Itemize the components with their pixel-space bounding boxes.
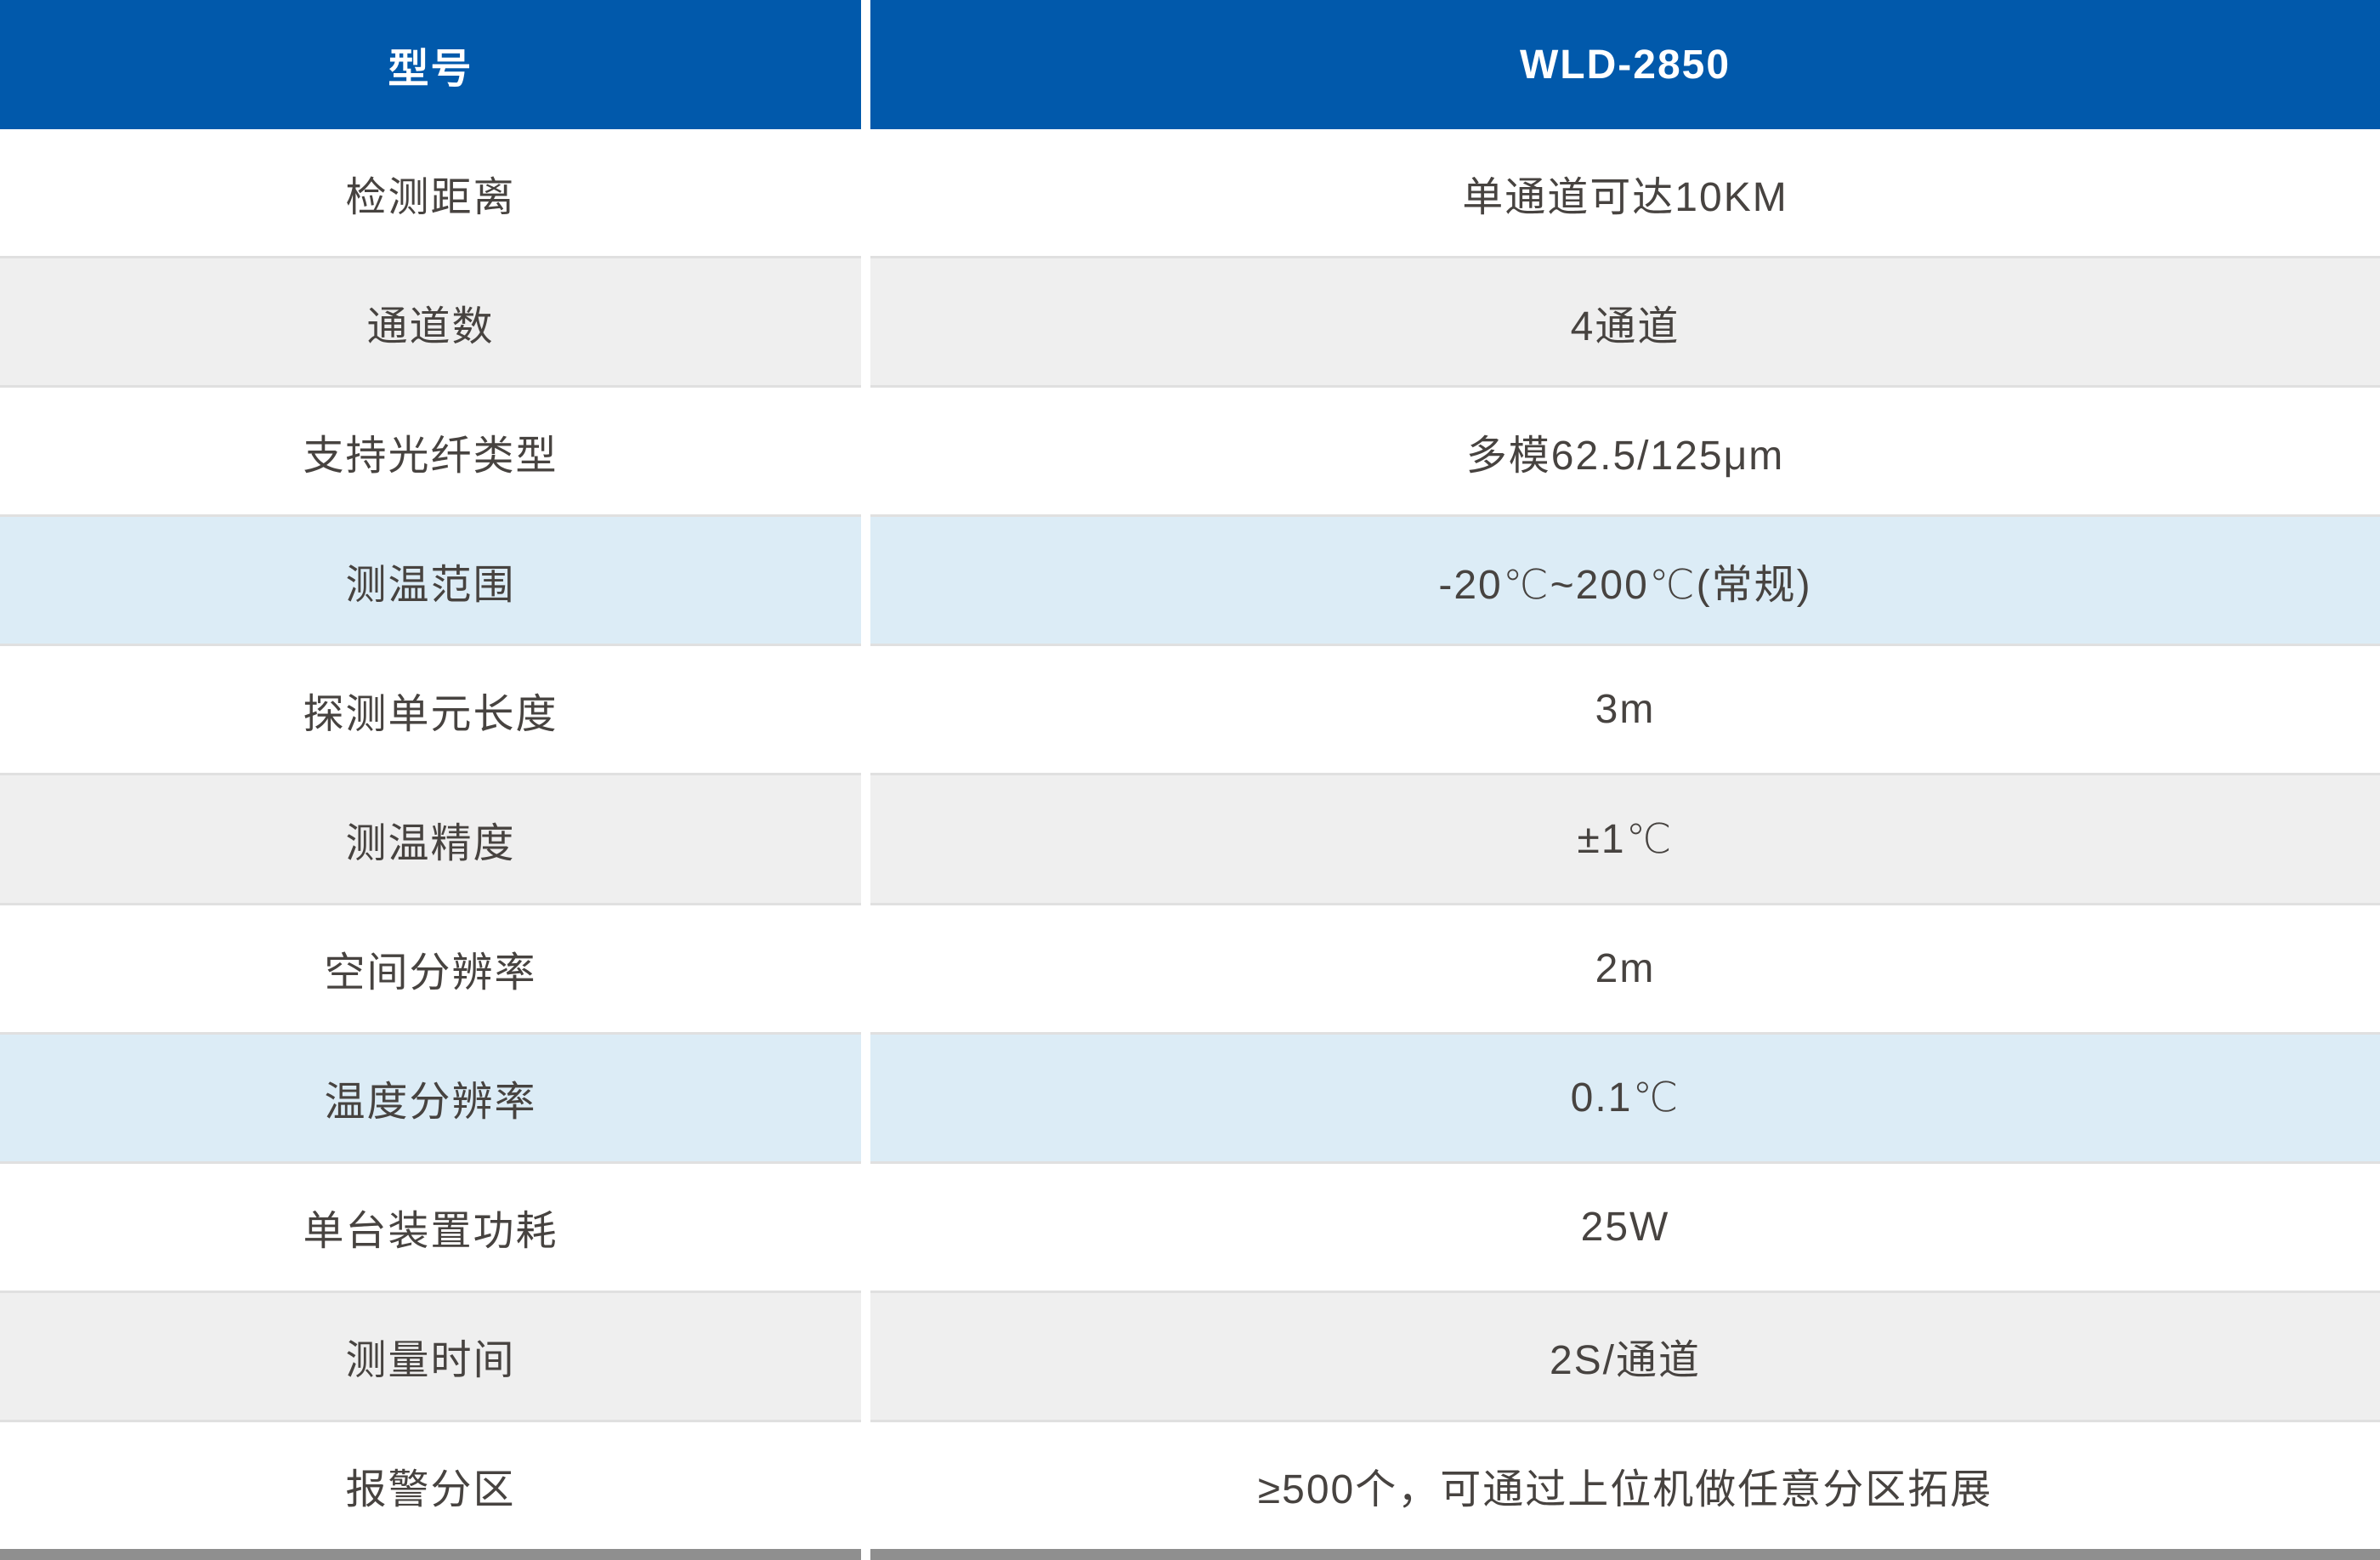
row-label: 支持光纤类型	[0, 385, 861, 515]
row-label: 检测距离	[0, 129, 861, 257]
table-row: 测温精度 ±1℃	[0, 773, 2380, 903]
table-header-row: 型号 WLD-2850	[0, 0, 2380, 129]
table-row: 报警分区 ≥500个，可通过上位机做任意分区拓展	[0, 1419, 2380, 1550]
row-label: 测温精度	[0, 773, 861, 903]
row-label: 测量时间	[0, 1290, 861, 1420]
row-value: -20℃~200℃(常规)	[870, 514, 2380, 644]
row-value: 4通道	[870, 256, 2380, 386]
table-row: 温度分辨率 0.1℃	[0, 1031, 2380, 1161]
bottom-accent-bar	[0, 1549, 2380, 1560]
row-value: 多模62.5/125μm	[870, 385, 2380, 515]
table-row: 支持光纤类型 多模62.5/125μm	[0, 385, 2380, 515]
row-label: 报警分区	[0, 1419, 861, 1550]
row-label: 通道数	[0, 256, 861, 386]
row-value: 25W	[870, 1160, 2380, 1291]
row-label: 探测单元长度	[0, 644, 861, 774]
table-row: 探测单元长度 3m	[0, 644, 2380, 774]
table-row: 检测距离 单通道可达10KM	[0, 129, 2380, 257]
row-label: 测温范围	[0, 514, 861, 644]
row-label: 空间分辨率	[0, 902, 861, 1032]
row-label: 单台装置功耗	[0, 1160, 861, 1291]
row-value: 单通道可达10KM	[870, 129, 2380, 257]
row-value: 2S/通道	[870, 1290, 2380, 1420]
bottom-bar-right-segment	[870, 1549, 2380, 1560]
row-value: ≥500个，可通过上位机做任意分区拓展	[870, 1419, 2380, 1550]
row-value: ±1℃	[870, 773, 2380, 903]
table-row: 空间分辨率 2m	[0, 902, 2380, 1032]
table-row: 测温范围 -20℃~200℃(常规)	[0, 514, 2380, 644]
table-row: 测量时间 2S/通道	[0, 1290, 2380, 1420]
bottom-bar-left-segment	[0, 1549, 861, 1560]
row-value: 3m	[870, 644, 2380, 774]
header-model-label: 型号	[0, 0, 861, 129]
row-value: 0.1℃	[870, 1031, 2380, 1161]
table-row: 单台装置功耗 25W	[0, 1160, 2380, 1291]
table-row: 通道数 4通道	[0, 256, 2380, 386]
row-label: 温度分辨率	[0, 1031, 861, 1161]
row-value: 2m	[870, 902, 2380, 1032]
header-model-value: WLD-2850	[870, 0, 2380, 129]
